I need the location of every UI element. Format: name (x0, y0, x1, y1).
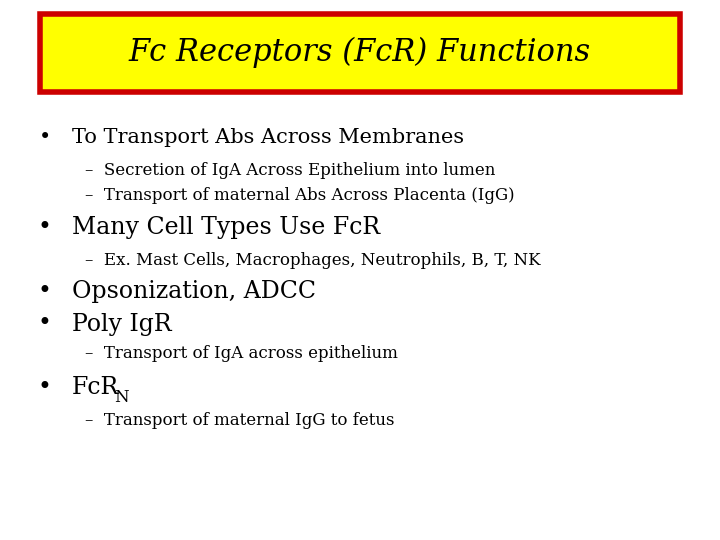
Text: –  Secretion of IgA Across Epithelium into lumen: – Secretion of IgA Across Epithelium int… (85, 161, 495, 179)
Text: •: • (37, 376, 52, 399)
Text: •: • (38, 128, 51, 147)
Text: Fc Receptors (FcR) Functions: Fc Receptors (FcR) Functions (129, 37, 591, 68)
Text: FcR: FcR (72, 376, 120, 399)
Text: N: N (114, 389, 128, 406)
Text: –  Ex. Mast Cells, Macrophages, Neutrophils, B, T, NK: – Ex. Mast Cells, Macrophages, Neutrophi… (85, 252, 541, 269)
Text: To Transport Abs Across Membranes: To Transport Abs Across Membranes (72, 128, 464, 147)
Text: Poly IgR: Poly IgR (72, 313, 171, 335)
Text: Many Cell Types Use FcR: Many Cell Types Use FcR (72, 217, 380, 239)
Text: –  Transport of maternal Abs Across Placenta (IgG): – Transport of maternal Abs Across Place… (85, 187, 515, 204)
Text: •: • (37, 313, 52, 335)
Text: –  Transport of IgA across epithelium: – Transport of IgA across epithelium (85, 345, 398, 362)
Text: •: • (37, 217, 52, 239)
Text: •: • (37, 280, 52, 303)
Text: Opsonization, ADCC: Opsonization, ADCC (72, 280, 316, 303)
FancyBboxPatch shape (40, 14, 680, 92)
Text: –  Transport of maternal IgG to fetus: – Transport of maternal IgG to fetus (85, 411, 395, 429)
